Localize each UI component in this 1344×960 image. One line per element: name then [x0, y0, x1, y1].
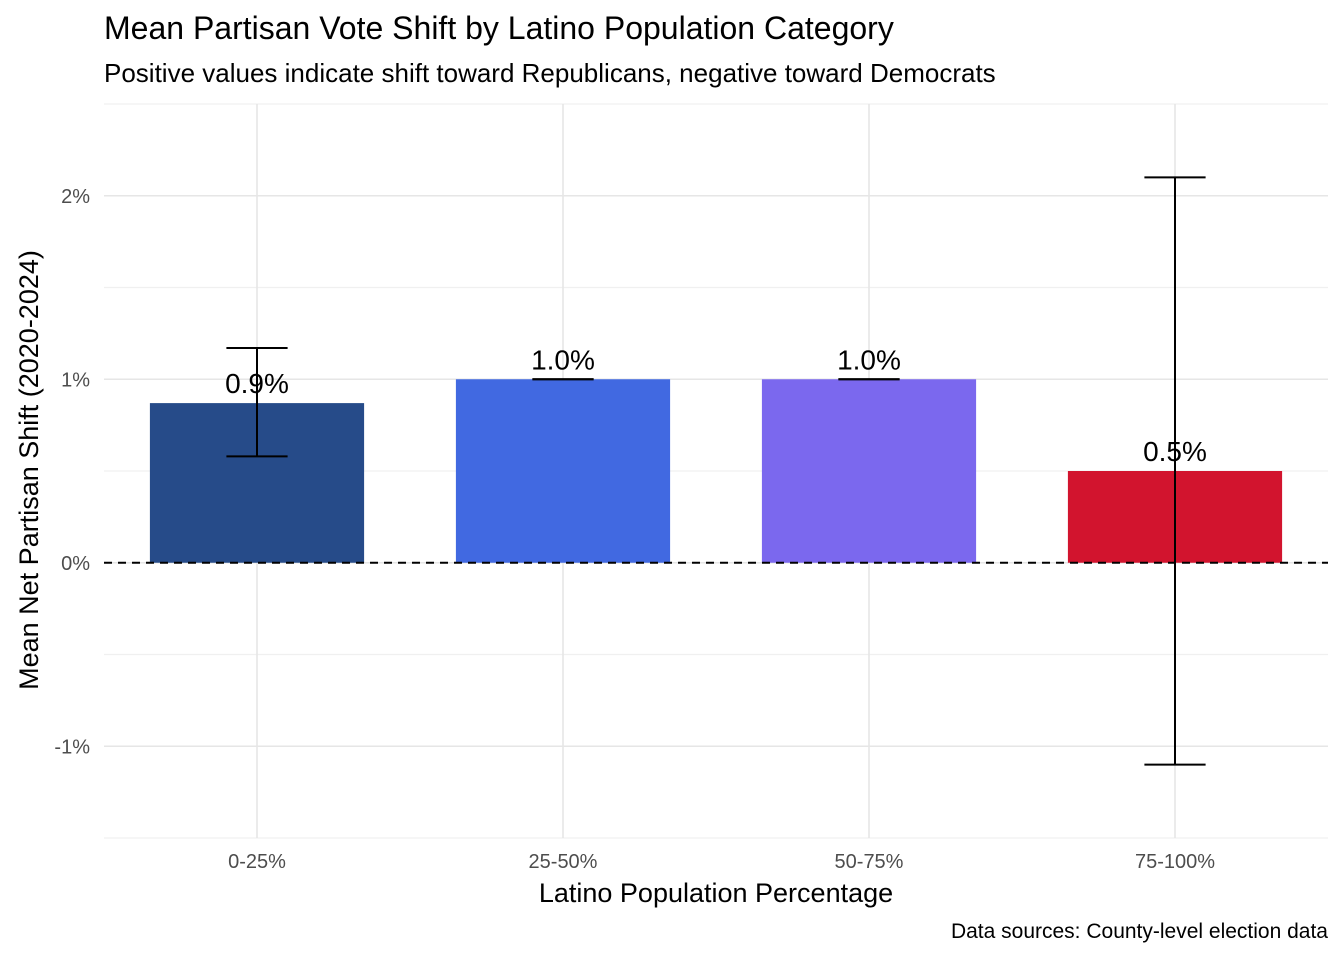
- chart-title: Mean Partisan Vote Shift by Latino Popul…: [104, 10, 894, 46]
- bar: [761, 379, 977, 563]
- x-tick-label: 50-75%: [835, 851, 904, 873]
- bar-value-label: 0.9%: [225, 368, 289, 399]
- error-bars: [226, 176, 1206, 766]
- y-tick-labels: -1% 0% 1% 2%: [54, 186, 90, 759]
- y-tick-label: 2%: [61, 186, 90, 208]
- x-tick-label: 25-50%: [529, 851, 598, 873]
- y-axis-title: Mean Net Partisan Shift (2020-2024): [14, 250, 44, 690]
- bar: [455, 379, 671, 563]
- chart-subtitle: Positive values indicate shift toward Re…: [104, 58, 996, 88]
- bar-value-label: 0.5%: [1143, 436, 1207, 467]
- error-bar: [226, 347, 288, 458]
- y-tick-label: 0%: [61, 553, 90, 575]
- y-tick-label: 1%: [61, 369, 90, 391]
- bar-labels: 0.9% 1.0% 1.0% 0.5%: [225, 344, 1207, 467]
- error-bar: [1144, 176, 1206, 766]
- bar-value-label: 1.0%: [837, 344, 901, 375]
- x-tick-label: 0-25%: [228, 851, 286, 873]
- bar-value-label: 1.0%: [531, 344, 595, 375]
- y-tick-label: -1%: [54, 736, 90, 758]
- x-tick-labels: 0-25% 25-50% 50-75% 75-100%: [228, 851, 1215, 873]
- chart-caption: Data sources: County-level election data: [950, 920, 1328, 943]
- x-axis-title: Latino Population Percentage: [539, 878, 893, 908]
- x-tick-label: 75-100%: [1135, 851, 1215, 873]
